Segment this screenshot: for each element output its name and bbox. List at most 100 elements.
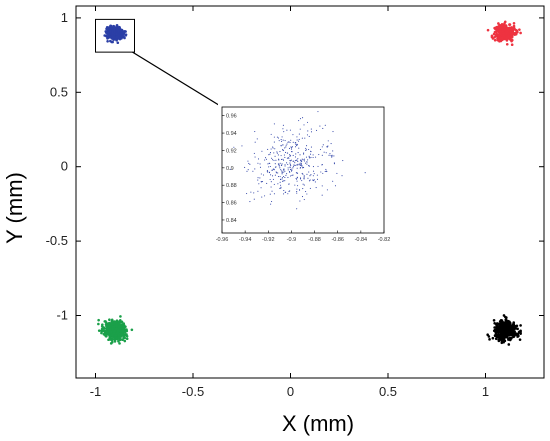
data-point bbox=[495, 29, 498, 32]
inset-data-point bbox=[330, 143, 332, 145]
inset-data-point bbox=[282, 168, 285, 170]
inset-data-point bbox=[296, 139, 298, 141]
inset-data-point bbox=[273, 152, 275, 154]
data-point bbox=[486, 333, 489, 336]
data-point bbox=[125, 334, 129, 338]
inset-data-point bbox=[306, 134, 309, 136]
data-point bbox=[110, 318, 114, 322]
inset-data-point bbox=[289, 175, 292, 177]
inset-data-point bbox=[273, 183, 275, 185]
inset-data-point bbox=[302, 188, 304, 190]
inset-data-point bbox=[296, 164, 298, 166]
inset-data-point bbox=[342, 160, 344, 162]
inset-data-point bbox=[260, 173, 262, 175]
inset-data-point bbox=[296, 192, 298, 194]
data-point bbox=[111, 30, 114, 33]
inset-data-point bbox=[303, 124, 305, 126]
inset-data-point bbox=[270, 174, 272, 176]
inset-data-point bbox=[302, 159, 304, 161]
inset-data-point bbox=[261, 180, 264, 183]
data-point bbox=[493, 38, 497, 42]
inset-data-point bbox=[269, 153, 271, 155]
y-tick-label: -1 bbox=[56, 308, 68, 323]
inset-data-point bbox=[273, 141, 275, 143]
inset-data-point bbox=[279, 167, 281, 169]
inset-data-point bbox=[319, 148, 322, 151]
x-tick-label: 1 bbox=[482, 384, 489, 399]
inset-data-point bbox=[288, 147, 291, 150]
inset-data-point bbox=[289, 171, 291, 173]
inset-data-point bbox=[278, 140, 280, 142]
inset-data-point bbox=[261, 196, 263, 198]
inset-data-point bbox=[298, 120, 300, 122]
data-point bbox=[102, 333, 106, 336]
inset-data-point bbox=[308, 171, 310, 173]
data-point bbox=[121, 338, 124, 341]
data-point bbox=[495, 333, 499, 337]
inset-data-point bbox=[308, 155, 310, 157]
inset-data-point bbox=[326, 146, 328, 148]
inset-data-point bbox=[314, 181, 316, 183]
inset-data-point bbox=[285, 146, 287, 148]
inset-data-point bbox=[313, 180, 315, 182]
inset-data-point bbox=[324, 124, 326, 126]
data-point bbox=[498, 39, 501, 43]
inset-axes: -0.96 -0.94 -0.92 -0.9 -0.88 -0.86 -0.84 -0.82 0… bbox=[216, 114, 391, 243]
inset-data-point bbox=[289, 163, 291, 165]
data-point bbox=[117, 29, 121, 33]
data-point bbox=[112, 26, 116, 30]
inset-data-point bbox=[271, 169, 273, 171]
inset-data-point bbox=[289, 162, 291, 164]
data-point bbox=[490, 35, 494, 39]
inset-data-point bbox=[272, 147, 274, 149]
data-point bbox=[505, 36, 509, 40]
inset-data-point bbox=[299, 154, 301, 156]
inset-y-tick-label: 0.84 bbox=[226, 218, 237, 224]
inset-data-point bbox=[278, 159, 280, 161]
x-axis-title: X (mm) bbox=[282, 411, 354, 436]
inset-data-point bbox=[272, 159, 274, 161]
data-point bbox=[115, 32, 118, 36]
data-point bbox=[486, 28, 490, 32]
inset-data-point bbox=[260, 181, 262, 183]
cluster-1 bbox=[103, 24, 128, 45]
inset-data-point bbox=[271, 200, 273, 203]
inset-data-point bbox=[268, 166, 270, 168]
inset-data-point bbox=[305, 162, 307, 164]
inset-data-point bbox=[269, 162, 271, 164]
inset-data-point bbox=[286, 143, 288, 145]
inset-x-tick-label: -0.84 bbox=[355, 237, 368, 243]
inset-data-point bbox=[329, 153, 331, 155]
inset-data-point bbox=[290, 146, 292, 148]
data-point bbox=[501, 36, 504, 39]
inset-data-point bbox=[269, 178, 271, 181]
inset-data-point bbox=[295, 143, 297, 145]
data-point bbox=[510, 43, 514, 46]
inset-data-point bbox=[280, 187, 282, 189]
inset-data-point bbox=[313, 173, 315, 175]
inset-data-point bbox=[287, 167, 289, 169]
data-point bbox=[498, 37, 501, 40]
inset-data-point bbox=[325, 152, 327, 154]
data-point bbox=[518, 338, 522, 341]
inset-data-point bbox=[280, 178, 282, 180]
inset-data-point bbox=[295, 153, 297, 155]
data-point bbox=[513, 330, 516, 334]
data-point bbox=[510, 326, 514, 330]
inset-data-point bbox=[312, 175, 314, 177]
data-point bbox=[116, 41, 120, 45]
inset-data-point bbox=[296, 188, 298, 190]
inset-data-point bbox=[270, 133, 272, 135]
inset-data-point bbox=[321, 185, 323, 187]
data-point bbox=[123, 339, 127, 343]
data-point bbox=[119, 315, 122, 318]
data-point bbox=[113, 337, 116, 341]
inset-x-tick-label: -0.92 bbox=[262, 237, 275, 243]
inset-data-point bbox=[305, 147, 307, 149]
inset-data-point bbox=[266, 171, 268, 173]
inset-data-point bbox=[280, 145, 282, 147]
inset-data-point bbox=[301, 137, 303, 139]
inset-data-point bbox=[302, 166, 304, 168]
inset-data-point bbox=[290, 155, 292, 157]
